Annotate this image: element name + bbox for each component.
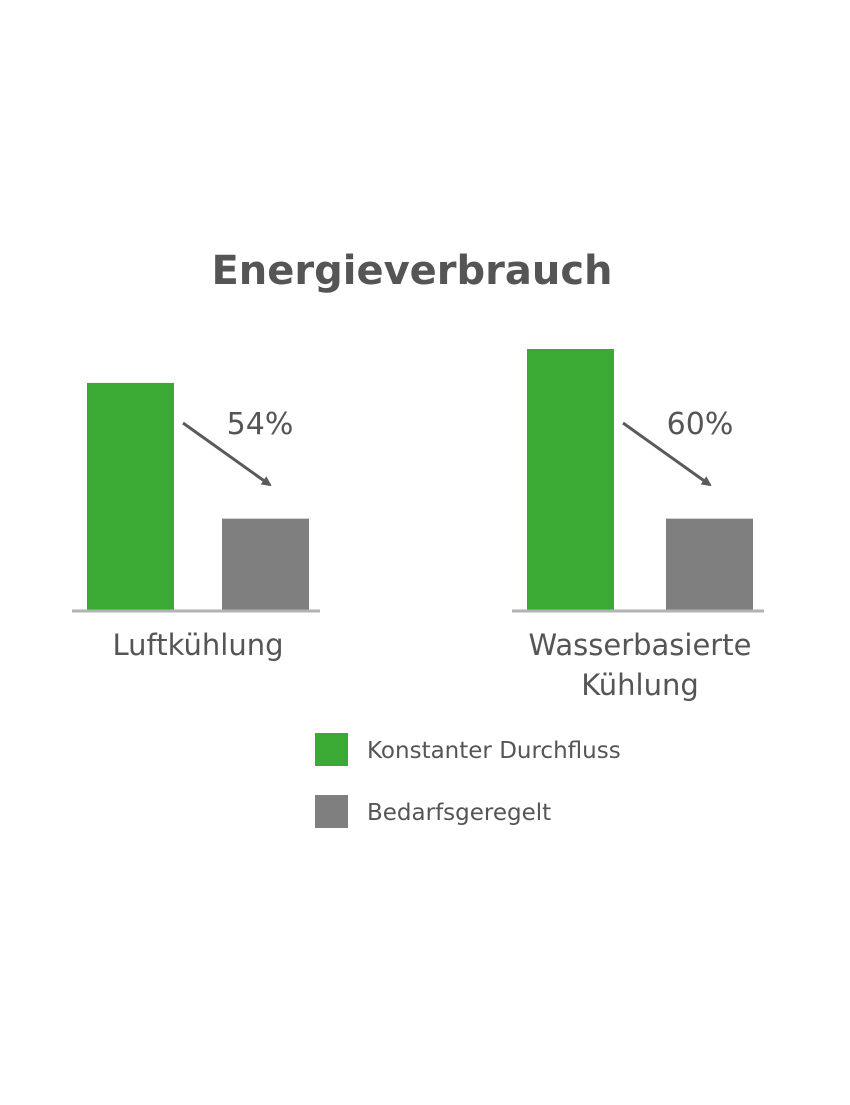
bar [666, 518, 753, 610]
bar-group: 54% Luftkühlung [72, 382, 320, 662]
legend-label: Konstanter Durchfluss [367, 738, 621, 764]
bar [527, 349, 614, 610]
legend-item: Konstanter Durchfluss [315, 733, 621, 766]
legend-swatch [315, 795, 348, 828]
bar [222, 518, 309, 610]
arrow-icon [182, 421, 272, 487]
arrow-icon [622, 421, 712, 487]
legend-label: Bedarfsgeregelt [367, 800, 551, 826]
category-label: Luftkühlung [113, 628, 284, 662]
bar-group: 60% Wasserbasierte Kühlung [512, 349, 764, 702]
bar [87, 382, 174, 610]
legend-swatch [315, 733, 348, 766]
category-label: Kühlung [581, 668, 699, 702]
chart-title: Energieverbrauch [211, 248, 612, 294]
category-label: Wasserbasierte [529, 628, 752, 662]
percent-label: 60% [667, 407, 734, 442]
percent-label: 54% [227, 407, 294, 442]
legend-item: Bedarfsgeregelt [315, 795, 551, 828]
